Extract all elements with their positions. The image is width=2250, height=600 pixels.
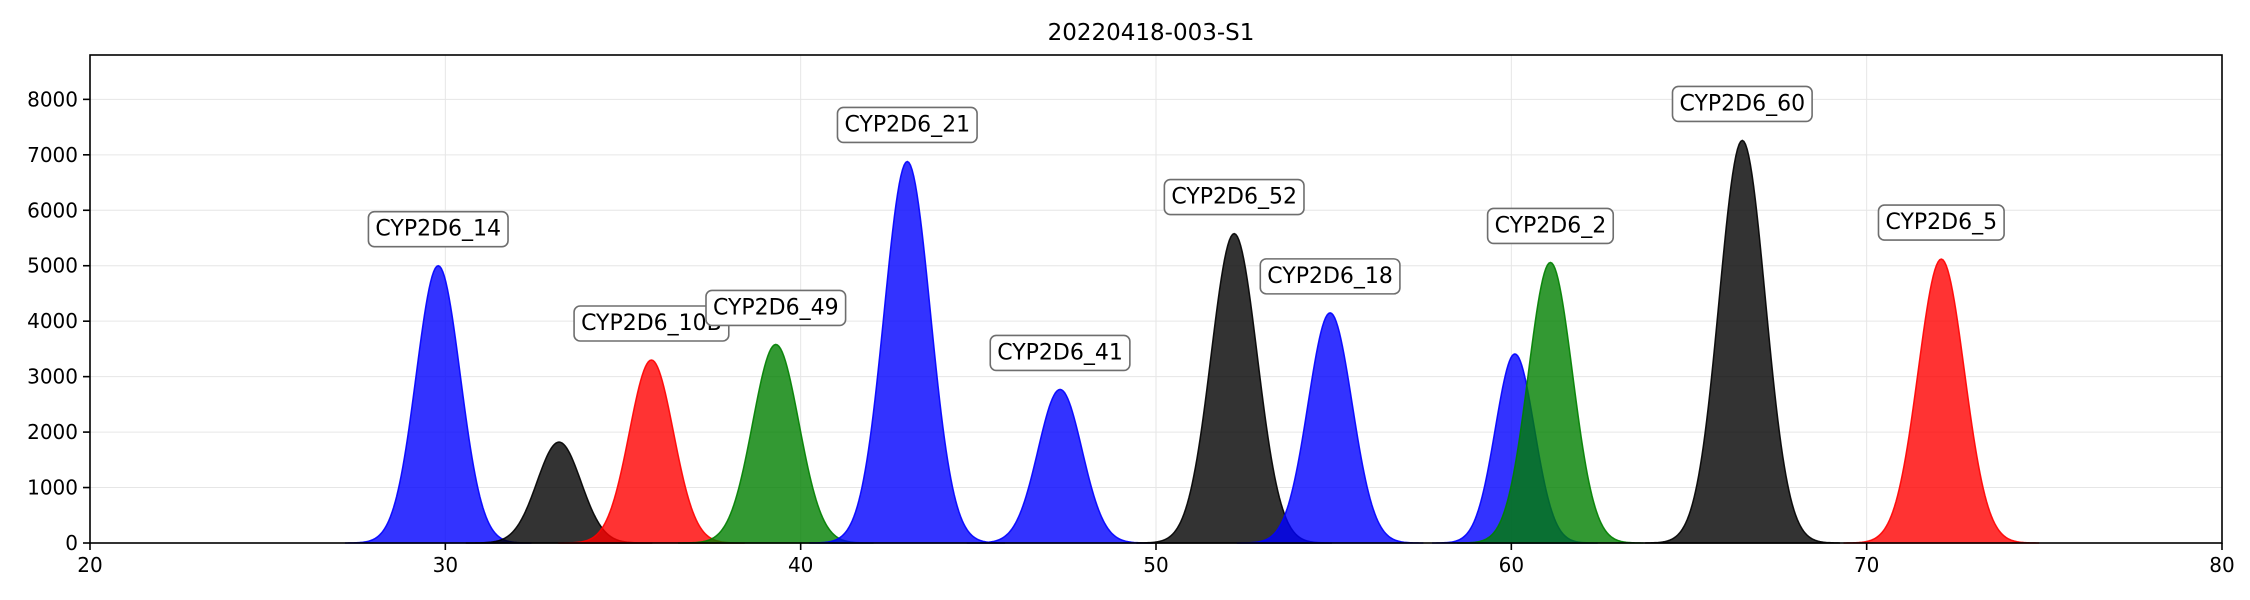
x-tick-label: 20 (77, 553, 102, 577)
peak-label-text: CYP2D6_5 (1885, 210, 1997, 235)
peak-red-cyp2d6-5 (1843, 258, 2040, 544)
y-tick-label: 3000 (27, 365, 78, 389)
y-tick-label: 7000 (27, 143, 78, 167)
peak-areas (344, 139, 2040, 544)
label-box (705, 289, 847, 327)
label-box (367, 210, 509, 248)
peak-label-text: CYP2D6_10B (581, 311, 722, 336)
x-tick-label: 50 (1143, 553, 1168, 577)
peak-label-cyp2d6-21: CYP2D6_21 (836, 106, 978, 144)
peak-blue-cyp2d6-18 (1236, 312, 1424, 544)
peak-black-cyp2d6-60 (1644, 139, 1841, 544)
chart-title: 20220418-003-S1 (1048, 20, 1255, 46)
peak-label-cyp2d6-14: CYP2D6_14 (367, 210, 509, 248)
label-box (989, 334, 1131, 372)
axis-ticks: 20 30 40 50 60 70 80 0 1000 2000 3000 4000 5000 6000 7… (27, 87, 2235, 577)
x-tick-label: 80 (2209, 553, 2234, 577)
peak-label-text: CYP2D6_21 (844, 112, 970, 137)
peak-label-cyp2d6-52: CYP2D6_52 (1163, 178, 1305, 216)
peak-label-cyp2d6-10b: CYP2D6_10B (573, 305, 730, 342)
y-tick-label: 5000 (27, 254, 78, 278)
label-box (1163, 178, 1305, 216)
label-box (1486, 207, 1615, 245)
x-tick-label: 30 (433, 553, 458, 577)
y-tick-label: 6000 (27, 198, 78, 222)
peak-label-cyp2d6-41: CYP2D6_41 (989, 334, 1131, 372)
y-tick-label: 1000 (27, 476, 78, 500)
label-box (1259, 258, 1401, 295)
peak-label-text: CYP2D6_52 (1171, 185, 1297, 210)
peak-blue-cyp2d6-41 (966, 388, 1154, 544)
y-tick-label: 8000 (27, 87, 78, 111)
x-tick-label: 40 (788, 553, 813, 577)
x-tick-label: 60 (1499, 553, 1524, 577)
peak-label-text: CYP2D6_18 (1267, 264, 1393, 289)
peak-label-text: CYP2D6_14 (375, 217, 501, 242)
peak-green-cyp2d6-2 (1457, 261, 1644, 544)
y-tick-label: 2000 (27, 420, 78, 444)
peak-blue-cyp2d6-21 (809, 160, 1006, 544)
label-box (1877, 204, 2005, 241)
peak-label-text: CYP2D6_2 (1495, 213, 1607, 238)
peak-label-text: CYP2D6_49 (713, 295, 839, 320)
label-box (836, 106, 978, 144)
peak-label-cyp2d6-60: CYP2D6_60 (1671, 85, 1813, 123)
peak-label-text: CYP2D6_41 (997, 340, 1123, 365)
x-tick-label: 70 (1854, 553, 1879, 577)
peak-label-cyp2d6-18: CYP2D6_18 (1259, 258, 1401, 295)
peak-label-cyp2d6-5: CYP2D6_5 (1877, 204, 2005, 241)
peak-blue-cyp2d6-14 (344, 264, 532, 544)
peak-green-cyp2d6-49 (678, 343, 874, 544)
label-box (1671, 85, 1813, 123)
y-tick-label: 0 (65, 531, 78, 555)
peak-label-text: CYP2D6_60 (1679, 91, 1805, 116)
peak-label-cyp2d6-49: CYP2D6_49 (705, 289, 847, 327)
y-tick-label: 4000 (27, 309, 78, 333)
peak-label-cyp2d6-2: CYP2D6_2 (1486, 207, 1615, 245)
